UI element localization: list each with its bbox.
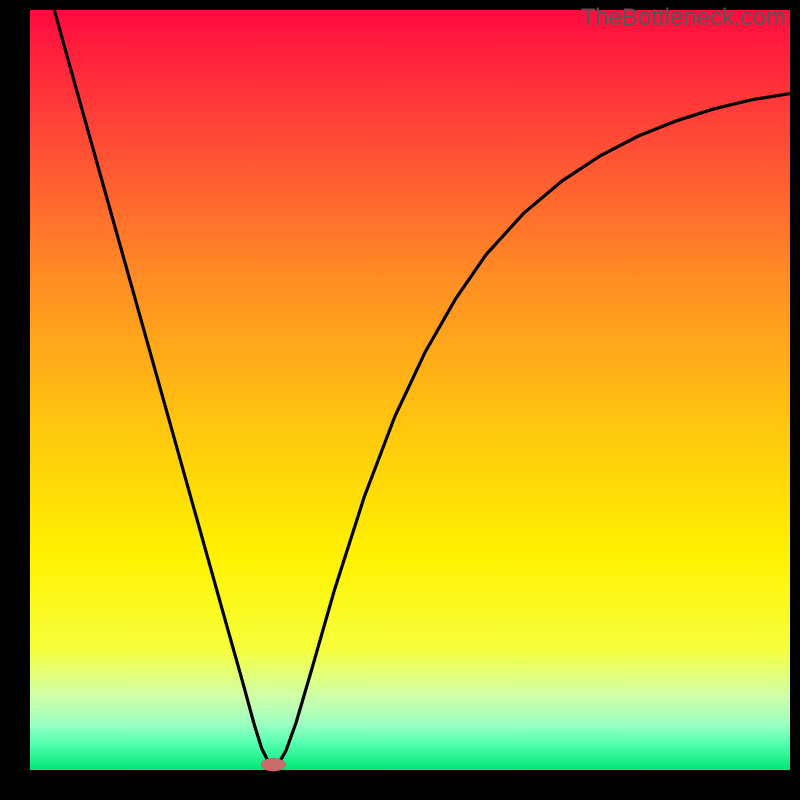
bottleneck-curve-chart <box>0 0 800 800</box>
plot-background <box>30 10 790 770</box>
chart-container: TheBottleneck.com <box>0 0 800 800</box>
watermark-text: TheBottleneck.com <box>581 4 786 32</box>
optimal-point-marker <box>261 758 285 771</box>
